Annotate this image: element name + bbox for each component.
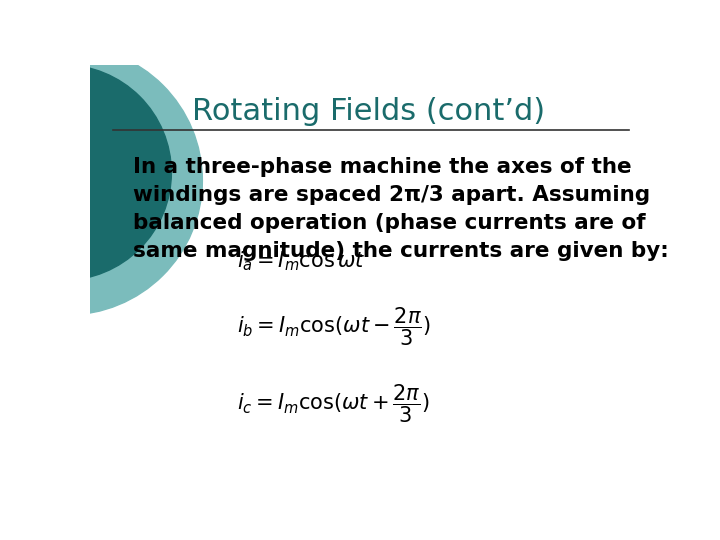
Text: Rotating Fields (cont’d): Rotating Fields (cont’d) (192, 97, 546, 125)
Text: In a three-phase machine the axes of the
windings are spaced 2π/3 apart. Assumin: In a three-phase machine the axes of the… (132, 157, 668, 261)
Circle shape (0, 65, 171, 280)
Text: $i_b = I_m \cos(\omega t - \dfrac{2\pi}{3})$: $i_b = I_m \cos(\omega t - \dfrac{2\pi}{… (238, 305, 431, 348)
Circle shape (0, 45, 202, 315)
Text: $i_c = I_m \cos(\omega t + \dfrac{2\pi}{3})$: $i_c = I_m \cos(\omega t + \dfrac{2\pi}{… (238, 382, 430, 425)
Text: $i_a = I_m \cos \omega t$: $i_a = I_m \cos \omega t$ (238, 249, 366, 273)
